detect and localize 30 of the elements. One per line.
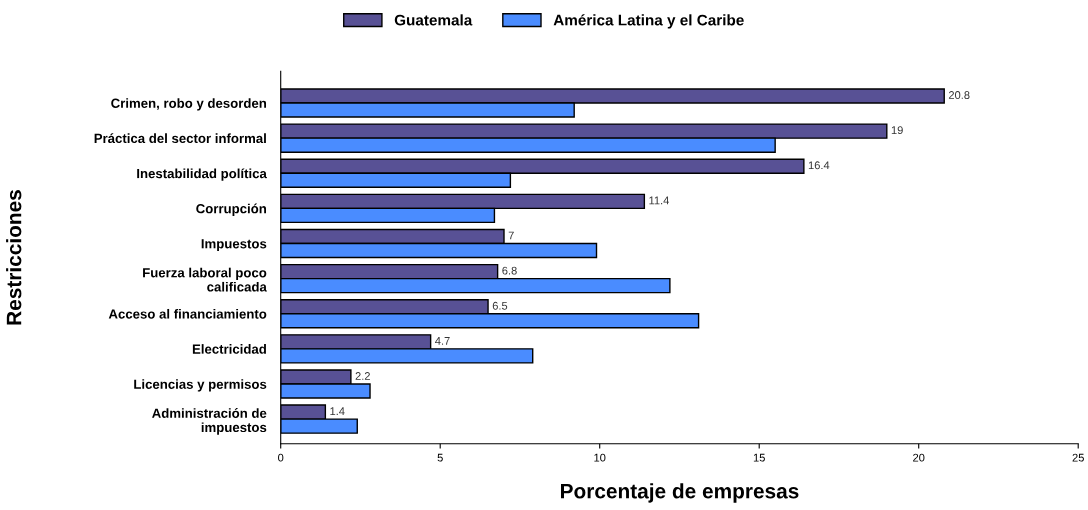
x-tick-label: 5 [437,453,443,462]
y-tick-label: Práctica del sector informal [94,133,266,144]
y-tick-label: Inestabilidad política [137,168,267,181]
x-tick-label: 0 [278,453,284,462]
x-axis-title: Porcentaje de empresas [561,483,799,503]
y-tick-label: Electricidad [192,344,266,354]
y-tick-label: Administración de impuestos [152,408,267,435]
y-axis-title: Restricciones [6,190,22,325]
data-label: 6.5 [492,301,508,310]
data-label: 1.4 [330,407,345,415]
data-label: 7 [508,231,514,240]
y-tick-label: Licencias y permisos [134,379,267,392]
x-tick-label: 20 [913,453,925,462]
legend-label: Guatemala [394,14,473,26]
x-tick-label: 15 [753,453,765,462]
y-tick-label: Acceso al financiamiento [108,308,267,319]
data-label: 6.8 [502,266,517,275]
x-tick-label: 25 [1072,453,1084,462]
y-tick-label: Impuestos [201,239,267,252]
data-label: 20.8 [948,91,970,99]
data-label: 11.4 [649,196,670,205]
legend-label: América Latina y el Caribe [553,14,744,29]
y-tick-label: Fuerza laboral poco calificada [143,267,267,292]
data-label: 2.2 [355,372,370,380]
y-tick-label: Corrupción [196,203,266,216]
y-tick-label: Crimen, robo y desorden [111,98,267,111]
data-label: 4.7 [435,337,450,345]
data-label: 19 [891,126,903,135]
data-label: 16.4 [808,161,830,170]
x-tick-label: 10 [594,453,606,462]
